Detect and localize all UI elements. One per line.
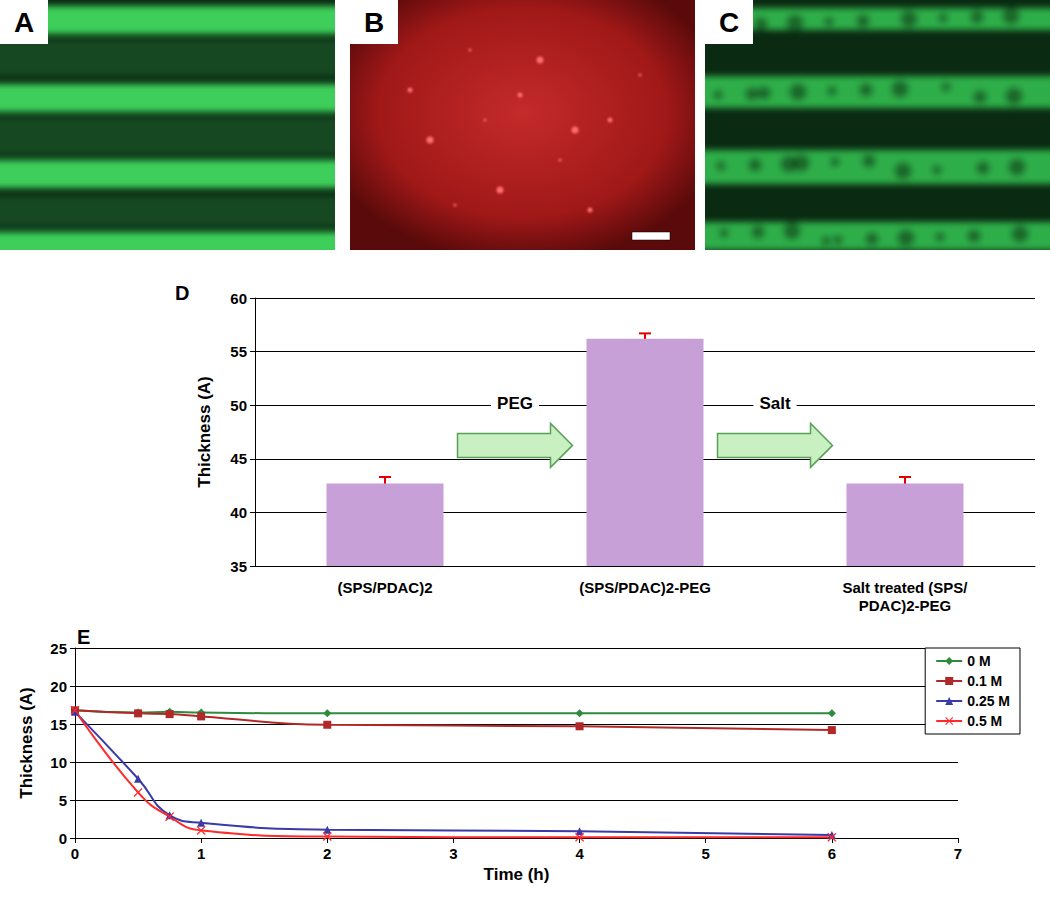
- svg-text:7: 7: [954, 845, 962, 862]
- svg-text:0.1 M: 0.1 M: [967, 673, 1002, 689]
- svg-text:50: 50: [230, 397, 247, 414]
- svg-text:Time (h): Time (h): [484, 865, 550, 884]
- svg-text:6: 6: [828, 845, 836, 862]
- svg-text:0: 0: [59, 830, 67, 847]
- svg-text:4: 4: [575, 845, 584, 862]
- svg-text:B: B: [364, 7, 384, 38]
- svg-text:40: 40: [230, 504, 247, 521]
- svg-text:0.25 M: 0.25 M: [967, 693, 1010, 709]
- svg-text:5: 5: [59, 792, 67, 809]
- svg-text:PEG: PEG: [497, 394, 533, 413]
- svg-text:Salt treated (SPS/: Salt treated (SPS/: [842, 579, 968, 596]
- svg-text:0 M: 0 M: [967, 653, 990, 669]
- svg-text:15: 15: [50, 716, 67, 733]
- svg-text:5: 5: [702, 845, 710, 862]
- svg-text:A: A: [14, 7, 34, 38]
- svg-text:10: 10: [50, 754, 67, 771]
- svg-text:Thickness (A): Thickness (A): [17, 687, 36, 798]
- svg-text:60: 60: [230, 290, 247, 307]
- svg-text:20: 20: [50, 678, 67, 695]
- svg-text:Salt: Salt: [759, 394, 791, 413]
- svg-text:PDAC)2-PEG: PDAC)2-PEG: [859, 597, 952, 614]
- svg-text:3: 3: [449, 845, 457, 862]
- svg-text:(SPS/PDAC)2-PEG: (SPS/PDAC)2-PEG: [579, 579, 711, 596]
- svg-text:1: 1: [197, 845, 205, 862]
- svg-text:2: 2: [323, 845, 331, 862]
- svg-text:C: C: [719, 7, 739, 38]
- svg-text:Thickness (A): Thickness (A): [195, 376, 214, 487]
- svg-text:55: 55: [230, 343, 247, 360]
- svg-text:E: E: [77, 626, 90, 648]
- svg-text:35: 35: [230, 558, 247, 575]
- svg-text:0: 0: [71, 845, 79, 862]
- svg-text:(SPS/PDAC)2: (SPS/PDAC)2: [337, 579, 432, 596]
- svg-text:45: 45: [230, 450, 247, 467]
- svg-text:25: 25: [50, 640, 67, 657]
- svg-text:D: D: [175, 282, 189, 304]
- svg-text:0.5 M: 0.5 M: [967, 713, 1002, 729]
